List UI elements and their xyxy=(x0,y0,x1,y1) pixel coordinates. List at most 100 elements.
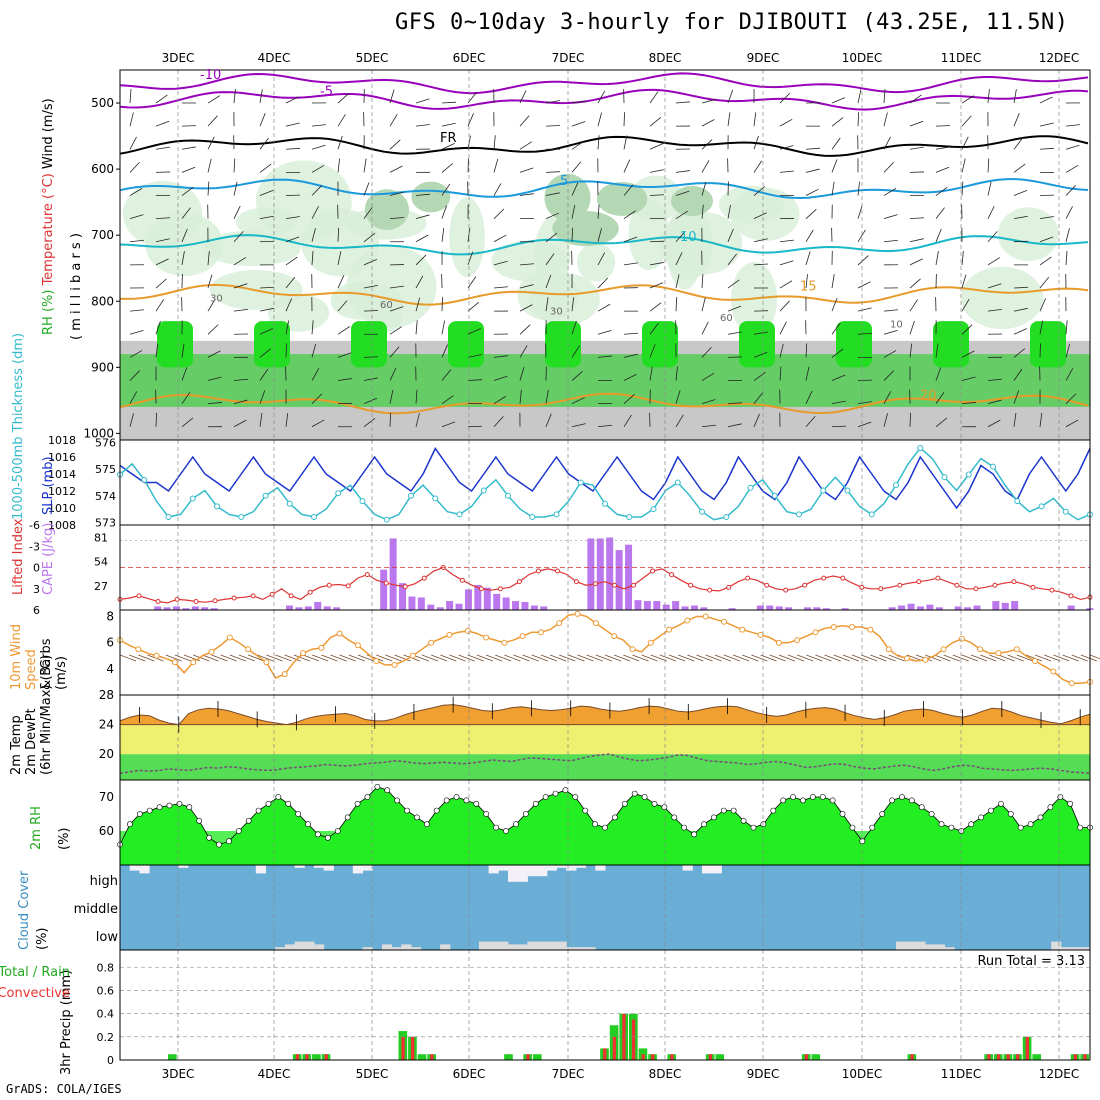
cloud-low-bar xyxy=(1080,947,1091,950)
wind-barb xyxy=(623,112,625,127)
cloud-level-label: middle xyxy=(74,902,118,917)
wind-barb xyxy=(909,343,913,358)
precip-total-bar xyxy=(1032,1054,1042,1060)
rh-patch xyxy=(301,208,380,277)
wind-barb xyxy=(337,135,343,150)
isotherm-line xyxy=(119,178,1089,200)
lifted-point xyxy=(916,579,922,585)
wind-barb xyxy=(155,278,167,289)
thickness-line-point xyxy=(674,479,681,486)
wind-barb-10m xyxy=(522,654,539,662)
lifted-tick-label: -3 xyxy=(29,540,40,553)
wind-barb xyxy=(597,252,606,266)
wind-barb xyxy=(675,366,678,381)
wind-barb xyxy=(805,366,810,381)
precip-convective-bar xyxy=(526,1054,530,1060)
cape-bar xyxy=(587,538,595,610)
rh2m-point xyxy=(166,802,173,809)
wind-barb xyxy=(311,250,314,265)
lifted-point xyxy=(345,583,351,589)
x-tick-label-top: 12DEC xyxy=(1039,51,1079,65)
rh-patch-moist xyxy=(411,181,451,213)
precip-convective-bar xyxy=(1025,1036,1030,1060)
wind-barb xyxy=(519,367,525,381)
cape-bar xyxy=(1001,602,1009,610)
wind-barb xyxy=(779,321,787,335)
frame-precip xyxy=(119,949,1091,1061)
rh2m-point xyxy=(730,807,737,814)
precip-total-bar xyxy=(811,1054,821,1060)
frame-wind xyxy=(119,609,1091,696)
cloud-low-bar xyxy=(1060,947,1072,950)
wind-barb xyxy=(415,297,421,312)
wind-barb xyxy=(1039,216,1054,220)
wind-barb xyxy=(831,181,835,196)
wind-barb-10m xyxy=(257,654,274,662)
lifted-point xyxy=(612,582,618,588)
y-tick-label: 800 xyxy=(91,294,114,308)
cape-bar xyxy=(436,607,444,610)
x-tick-label-top: 5DEC xyxy=(356,51,389,65)
cape-bar xyxy=(417,597,425,610)
wind-barb-10m xyxy=(961,654,979,662)
wind-barb xyxy=(181,125,197,127)
wind-barb-10m xyxy=(174,654,192,662)
rh2m-point xyxy=(1017,824,1024,831)
wind-barb xyxy=(883,370,895,381)
wind-barb xyxy=(155,343,159,358)
frame-slp xyxy=(119,439,1091,526)
cape-bar xyxy=(483,587,491,610)
wind-barb xyxy=(649,344,656,358)
cloud-high-bar xyxy=(498,865,509,871)
wind-barb xyxy=(415,275,424,289)
wind-barb xyxy=(1065,419,1079,428)
wind-barb xyxy=(363,356,379,358)
cloud-low-bar xyxy=(391,947,402,950)
wind-barb xyxy=(441,369,452,381)
lifted-point xyxy=(193,599,199,604)
wind-barb-10m xyxy=(742,654,759,662)
wind-speed-line xyxy=(119,613,1091,684)
cape-bar xyxy=(530,605,538,610)
wind-barb-10m xyxy=(430,654,448,662)
wind-barb xyxy=(675,101,690,104)
wind-barb xyxy=(389,389,394,404)
right-tick-label: 1014 xyxy=(48,468,76,481)
rh2m-point xyxy=(760,821,767,828)
wind-barb xyxy=(493,416,504,428)
cape-bar xyxy=(813,607,821,610)
x-tick-label-bottom: 12DEC xyxy=(1039,1067,1079,1081)
wind-barb-10m xyxy=(934,654,951,662)
rh2m-point xyxy=(453,794,460,800)
lifted-point xyxy=(535,568,541,574)
rh2m-point xyxy=(552,790,559,797)
wind-barb xyxy=(207,350,221,358)
wind-barb xyxy=(935,417,948,428)
wind-barb xyxy=(285,320,290,335)
wind-barb xyxy=(779,280,793,289)
lifted-point xyxy=(954,582,960,588)
wind-barb xyxy=(753,112,757,127)
wind-barb-10m xyxy=(851,654,869,662)
rh2m-point xyxy=(1007,811,1014,817)
wind-barb xyxy=(857,205,863,219)
wind-barb xyxy=(493,375,508,381)
wind-speed-line-point xyxy=(720,618,727,625)
wind-speed-line-point xyxy=(208,648,215,655)
wind-barb-10m xyxy=(458,654,475,662)
precip-total-rain-label: Total / Rain xyxy=(0,965,70,980)
rh2m-point xyxy=(839,811,846,817)
wind-barb xyxy=(1013,412,1017,427)
cloud-low-bar xyxy=(896,941,907,950)
cloud-high-bar xyxy=(702,865,713,874)
rh-contour-label: 60 xyxy=(720,313,733,324)
cloud-low-bar xyxy=(566,947,577,950)
wind-barb xyxy=(571,227,574,242)
cape-bar xyxy=(775,606,783,610)
rh2m-point xyxy=(671,814,678,821)
wind-barb xyxy=(285,276,296,289)
wind-barb xyxy=(701,424,716,428)
cloud-low-bar xyxy=(915,941,926,950)
rh2m-point xyxy=(918,804,925,811)
wind-barb xyxy=(727,89,734,104)
